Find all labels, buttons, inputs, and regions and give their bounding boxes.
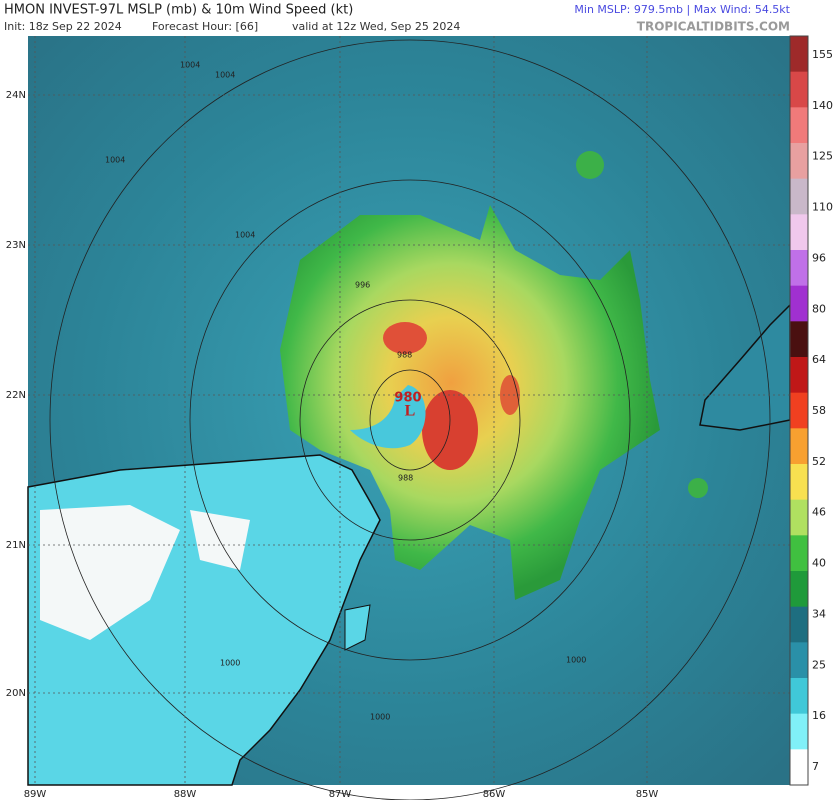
colorbar-segment	[790, 571, 808, 608]
colorbar-segment	[790, 357, 808, 394]
lat-label: 20N	[6, 688, 26, 699]
colorbar-label: 80	[812, 302, 826, 315]
lon-label: 86W	[483, 789, 506, 800]
lat-label: 21N	[6, 540, 26, 551]
contour-label: 1004	[235, 231, 255, 240]
lon-label: 88W	[174, 789, 197, 800]
contour-label: 988	[397, 351, 412, 360]
wind-field	[688, 478, 708, 498]
colorbar-label: 25	[812, 658, 826, 671]
source: TROPICALTIDBITS.COM	[637, 20, 790, 34]
colorbar-frame	[789, 35, 809, 786]
colorbar-segment	[790, 107, 808, 144]
colorbar-label: 46	[812, 506, 826, 519]
colorbar-label: 16	[812, 709, 826, 722]
wind-field	[576, 151, 604, 179]
colorbar-segment	[790, 606, 808, 643]
colorbar-label: 58	[812, 404, 826, 417]
colorbar-label: 64	[812, 353, 826, 366]
title: HMON INVEST-97L MSLP (mb) & 10m Wind Spe…	[4, 3, 353, 18]
colorbar-label: 155	[812, 48, 833, 61]
colorbar-segment	[790, 642, 808, 679]
contour-label: 1004	[180, 61, 200, 70]
contour-label: 1000	[370, 713, 390, 722]
contour-label: 1004	[105, 156, 125, 165]
lat-label: 24N	[6, 90, 26, 101]
colorbar-segment	[790, 499, 808, 536]
max-wind-core	[422, 390, 478, 470]
lon-label: 89W	[24, 789, 47, 800]
lat-label: 23N	[6, 240, 26, 251]
contour-label: 1000	[220, 659, 240, 668]
colorbar-label: 96	[812, 251, 826, 264]
colorbar-label: 140	[812, 99, 833, 112]
colorbar-label: 125	[812, 150, 833, 163]
colorbar-segment	[790, 428, 808, 465]
colorbar-label: 110	[812, 201, 833, 214]
low-pressure-value: 980	[394, 391, 421, 406]
colorbar-label: 52	[812, 455, 826, 468]
colorbar-segment	[790, 250, 808, 287]
lon-label: 87W	[329, 789, 352, 800]
contour-label: 996	[355, 281, 370, 290]
low-symbol: L	[405, 403, 416, 420]
colorbar-segment	[790, 214, 808, 251]
colorbar-segment	[790, 678, 808, 715]
colorbar-segment	[790, 178, 808, 215]
colorbar-segment	[790, 36, 808, 73]
stats: Min MSLP: 979.5mb | Max Wind: 54.5kt	[574, 3, 790, 16]
colorbar-segment	[790, 285, 808, 322]
forecast-hour: Forecast Hour: [66]	[152, 20, 258, 33]
colorbar-segment	[790, 749, 808, 786]
colorbar-label: 40	[812, 557, 826, 570]
isobars	[49, 39, 771, 800]
contour-label: 1000	[566, 656, 586, 665]
colorbar-segment	[790, 321, 808, 358]
max-wind-core	[383, 322, 427, 354]
cozumel	[344, 604, 371, 651]
init: Init: 18z Sep 22 2024	[4, 20, 122, 33]
colorbar-segment	[790, 535, 808, 572]
valid-time: valid at 12z Wed, Sep 25 2024	[292, 20, 460, 33]
contour-label: 988	[398, 474, 413, 483]
colorbar-label: 34	[812, 607, 826, 620]
colorbar-segment	[790, 713, 808, 750]
colorbar-label: 7	[812, 760, 819, 773]
lat-label: 22N	[6, 390, 26, 401]
colorbar-segment	[790, 392, 808, 429]
colorbar-segment	[790, 143, 808, 180]
eye-region	[350, 385, 426, 449]
colorbar-segment	[790, 71, 808, 108]
lon-label: 85W	[636, 789, 659, 800]
contour-label: 1004	[215, 71, 235, 80]
colorbar-segment	[790, 464, 808, 501]
calm-wind-area	[40, 505, 250, 640]
graticule	[28, 36, 790, 785]
